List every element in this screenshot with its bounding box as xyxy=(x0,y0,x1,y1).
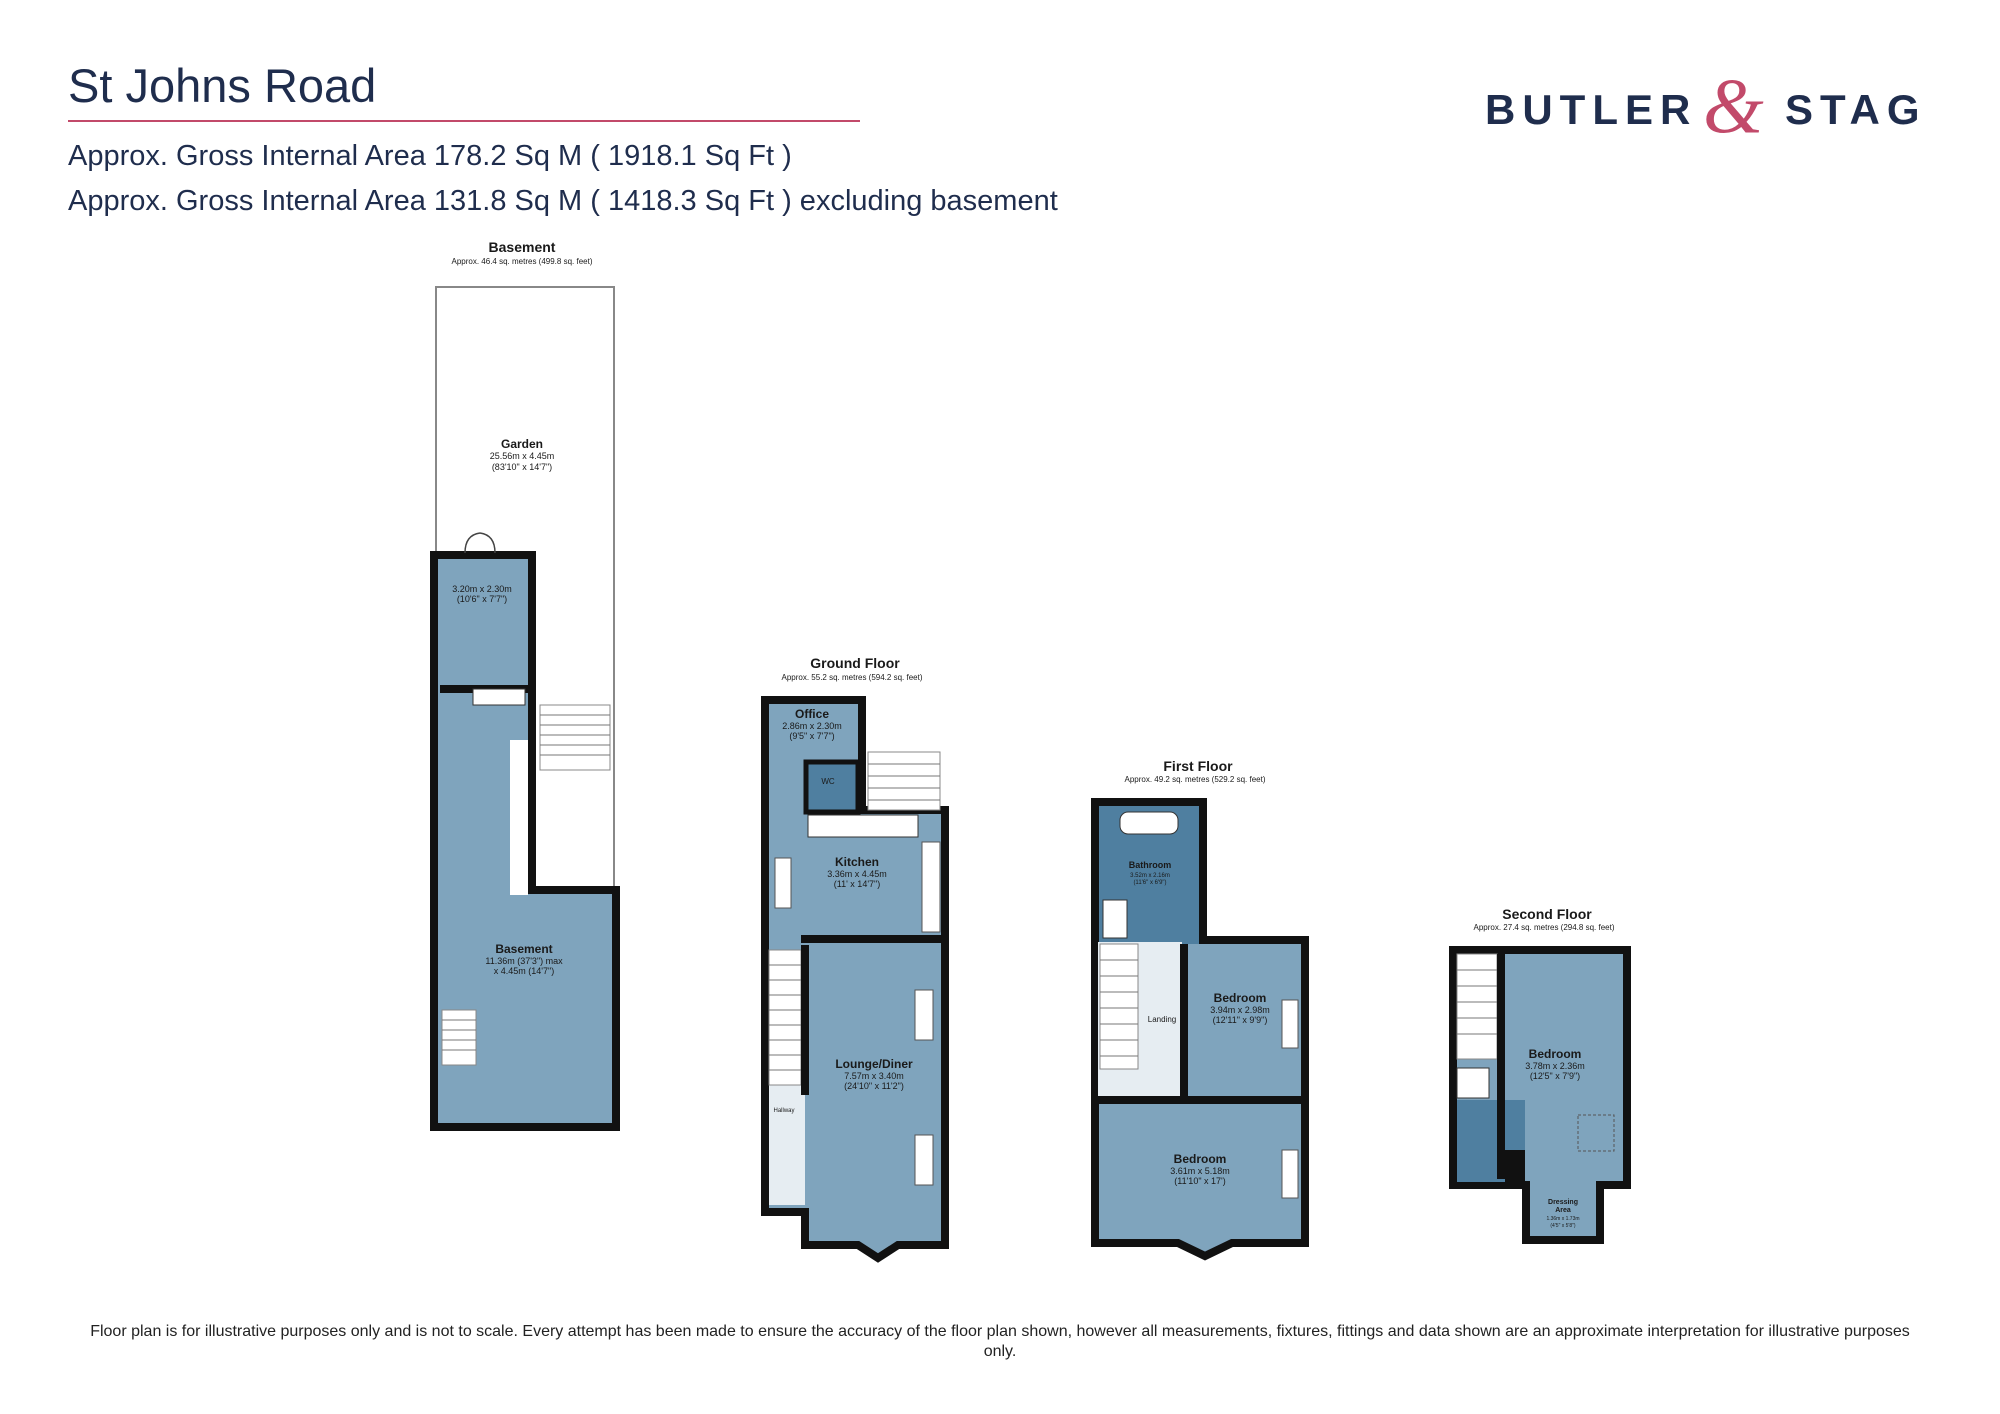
garden-metric: 25.56m x 4.45m xyxy=(490,451,555,461)
disclaimer: Floor plan is for illustrative purposes … xyxy=(90,1323,1910,1360)
kitchen-unit xyxy=(774,857,792,909)
second-floor-area: Approx. 27.4 sq. metres (294.8 sq. feet) xyxy=(1474,923,1615,932)
lounge-radiator xyxy=(914,989,934,1041)
basement-floor-area: Approx. 46.4 sq. metres (499.8 sq. feet) xyxy=(452,257,593,266)
first-stairs xyxy=(1099,943,1139,1070)
basement-sink xyxy=(472,688,526,706)
kitchen-hob xyxy=(921,841,941,933)
second-floor-plan: Second Floor Approx. 27.4 sq. metres (29… xyxy=(1449,906,1631,1244)
ground-floor-area: Approx. 55.2 sq. metres (594.2 sq. feet) xyxy=(782,673,923,682)
bathroom-imperial: (11'6" x 6'9") xyxy=(1133,880,1166,886)
second-bedroom-imperial: (12'5" x 7'9") xyxy=(1530,1071,1580,1081)
ground-stairs-up-treads xyxy=(868,763,940,801)
bedroom1-name: Bedroom xyxy=(1214,991,1267,1005)
vault-metric: 3.20m x 2.30m xyxy=(452,584,512,594)
shower xyxy=(1102,899,1128,939)
garden-french-doors xyxy=(464,532,496,554)
office-name: Office xyxy=(795,707,829,721)
bedroom1-radiator xyxy=(1281,999,1299,1049)
ground-hall-stairs-treads xyxy=(769,964,801,1071)
basement-stairs xyxy=(441,1009,477,1066)
garden-name: Garden xyxy=(501,437,543,451)
basement-floor-name: Basement xyxy=(489,239,556,255)
basement-plan: Basement Approx. 46.4 sq. metres (499.8 … xyxy=(430,239,620,1131)
second-floor-name: Second Floor xyxy=(1502,906,1592,922)
garden-steps-treads xyxy=(540,714,610,756)
kitchen-imperial: (11' x 14'7") xyxy=(834,879,881,889)
second-stairs-treads xyxy=(1457,969,1497,1035)
office-metric: 2.86m x 2.30m xyxy=(782,721,842,731)
bathtub xyxy=(1119,811,1179,835)
gross-area-excluding-basement: Approx. Gross Internal Area 131.8 Sq M (… xyxy=(68,185,1058,217)
kitchen-counter xyxy=(807,814,919,838)
dressing-name-2: Area xyxy=(1555,1207,1571,1214)
bedroom2-radiator xyxy=(1281,1149,1299,1199)
dressing-metric: 1.36m x 1.73m xyxy=(1546,1216,1579,1222)
lounge-radiator-2 xyxy=(914,1134,934,1186)
hallway-wall xyxy=(801,945,809,1095)
wc-label: WC xyxy=(821,777,835,786)
ground-floor-outline xyxy=(761,696,949,1263)
bedroom2-name: Bedroom xyxy=(1174,1152,1227,1166)
basement-room-metric: 11.36m (37'3") max xyxy=(485,956,563,966)
office-imperial: (9'5" x 7'7") xyxy=(789,731,834,741)
bedroom2-imperial: (11'10" x 17') xyxy=(1174,1176,1226,1186)
first-floor-name: First Floor xyxy=(1163,758,1233,774)
logo-text-right: STAG xyxy=(1785,86,1927,133)
ground-hall-stairs xyxy=(768,949,802,1086)
dressing-imperial: (4'5" x 5'8") xyxy=(1550,1223,1576,1229)
first-floor-plan: First Floor Approx. 49.2 sq. metres (529… xyxy=(1091,758,1309,1261)
hallway-label: Hallway xyxy=(773,1108,794,1114)
garden-steps xyxy=(539,704,611,771)
first-floor-area: Approx. 49.2 sq. metres (529.2 sq. feet) xyxy=(1125,775,1266,784)
second-bedroom-name: Bedroom xyxy=(1529,1047,1582,1061)
ensuite-shower xyxy=(1456,1067,1490,1099)
ground-floor-name: Ground Floor xyxy=(810,655,900,671)
second-inner-wall xyxy=(1497,954,1505,1179)
basement-stairs-treads xyxy=(442,1019,476,1051)
basement-room-imperial: x 4.45m (14'7") xyxy=(494,966,554,976)
logo-ampersand: & xyxy=(1703,62,1764,149)
lounge-name: Lounge/Diner xyxy=(835,1057,913,1071)
title-underline xyxy=(68,120,860,122)
ground-floor-plan: Ground Floor Approx. 55.2 sq. metres (59… xyxy=(761,655,949,1263)
landing-bedroom-wall xyxy=(1180,944,1188,1100)
dressing-name-1: Dressing xyxy=(1548,1199,1578,1206)
butler-stag-logo: BUTLER & STAG xyxy=(1485,62,1927,149)
bedroom1-imperial: (12'11" x 9'9") xyxy=(1213,1015,1268,1025)
bathroom-name: Bathroom xyxy=(1129,860,1172,870)
bedroom-divider-wall xyxy=(1098,1096,1305,1104)
lounge-imperial: (24'10" x 11'2") xyxy=(844,1081,904,1091)
page-title: St Johns Road xyxy=(68,59,377,112)
first-stairs-treads xyxy=(1100,959,1138,1057)
bathroom-metric: 3.52m x 2.16m xyxy=(1130,873,1170,879)
second-stairs xyxy=(1456,953,1498,1060)
bedroom2-metric: 3.61m x 5.18m xyxy=(1170,1166,1230,1176)
second-bedroom-metric: 3.78m x 2.36m xyxy=(1525,1061,1585,1071)
kitchen-name: Kitchen xyxy=(835,855,879,869)
lounge-metric: 7.57m x 3.40m xyxy=(844,1071,904,1081)
lounge-kitchen-wall xyxy=(801,935,945,943)
garden-imperial: (83'10" x 14'7") xyxy=(492,462,552,472)
ensuite-cupboard xyxy=(1505,1150,1525,1182)
vault-imperial: (10'6" x 7'7") xyxy=(457,594,507,604)
gross-area-total: Approx. Gross Internal Area 178.2 Sq M (… xyxy=(68,140,792,172)
kitchen-metric: 3.36m x 4.45m xyxy=(827,869,887,879)
basement-room-name: Basement xyxy=(495,942,552,956)
basement-partition xyxy=(510,740,528,895)
skylight xyxy=(1577,1114,1615,1152)
ground-wc-room xyxy=(803,759,861,815)
ground-stairs-up xyxy=(867,751,941,811)
landing-label: Landing xyxy=(1148,1015,1176,1024)
bedroom1-metric: 3.94m x 2.98m xyxy=(1210,1005,1270,1015)
logo-text-left: BUTLER xyxy=(1485,86,1697,133)
